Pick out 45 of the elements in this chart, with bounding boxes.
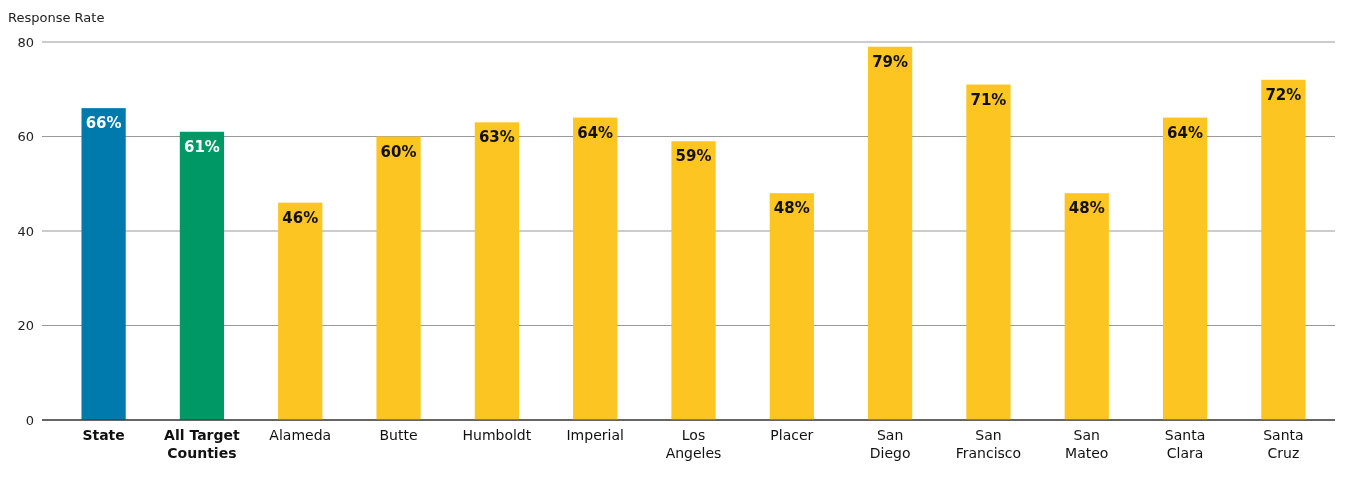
bar	[671, 141, 716, 420]
x-tick-label: State	[82, 427, 125, 443]
bar	[966, 84, 1011, 420]
bar	[769, 193, 814, 420]
data-label: 64%	[1167, 123, 1204, 142]
data-label: 72%	[1265, 85, 1302, 104]
data-label: 48%	[773, 199, 810, 218]
y-tick-label: 60	[17, 129, 34, 145]
data-label: 63%	[478, 128, 515, 147]
x-tick-label: San Francisco	[955, 427, 1022, 461]
bar	[573, 117, 618, 420]
x-tick-label: Imperial	[566, 427, 624, 443]
data-label: 60%	[380, 142, 417, 161]
bar	[868, 46, 913, 420]
data-label: 48%	[1068, 199, 1105, 218]
x-tick-label: All Target Counties	[164, 427, 241, 461]
y-tick-label: 40	[17, 223, 34, 239]
bar	[81, 108, 126, 420]
bar	[1064, 193, 1109, 420]
x-tick-label: Los Angeles	[665, 427, 722, 461]
bar	[179, 131, 225, 420]
data-label: 61%	[183, 137, 220, 156]
data-label: 46%	[282, 208, 319, 227]
bar	[1162, 117, 1208, 420]
data-label: 66%	[85, 114, 122, 133]
data-label: 59%	[675, 147, 712, 166]
x-tick-label: Santa Clara	[1164, 427, 1206, 461]
y-axis-title: Response Rate	[8, 10, 105, 25]
bar	[1261, 79, 1306, 420]
bar	[474, 122, 519, 420]
x-tick-label: San Diego	[869, 427, 911, 461]
bar	[376, 136, 421, 420]
x-tick-label: Alameda	[269, 427, 332, 443]
x-tick-label: Humboldt	[462, 427, 532, 443]
y-tick-label: 0	[25, 412, 34, 428]
x-tick-label: San Mateo	[1065, 427, 1109, 461]
x-tick-label: Placer	[770, 427, 814, 443]
data-label: 79%	[872, 52, 909, 71]
data-label: 64%	[577, 123, 614, 142]
y-tick-label: 20	[17, 318, 34, 334]
bar	[278, 202, 323, 420]
x-tick-label: Santa Cruz	[1263, 427, 1304, 461]
x-tick-label: Butte	[379, 427, 418, 443]
data-label: 71%	[970, 90, 1007, 109]
y-tick-label: 80	[17, 34, 34, 50]
